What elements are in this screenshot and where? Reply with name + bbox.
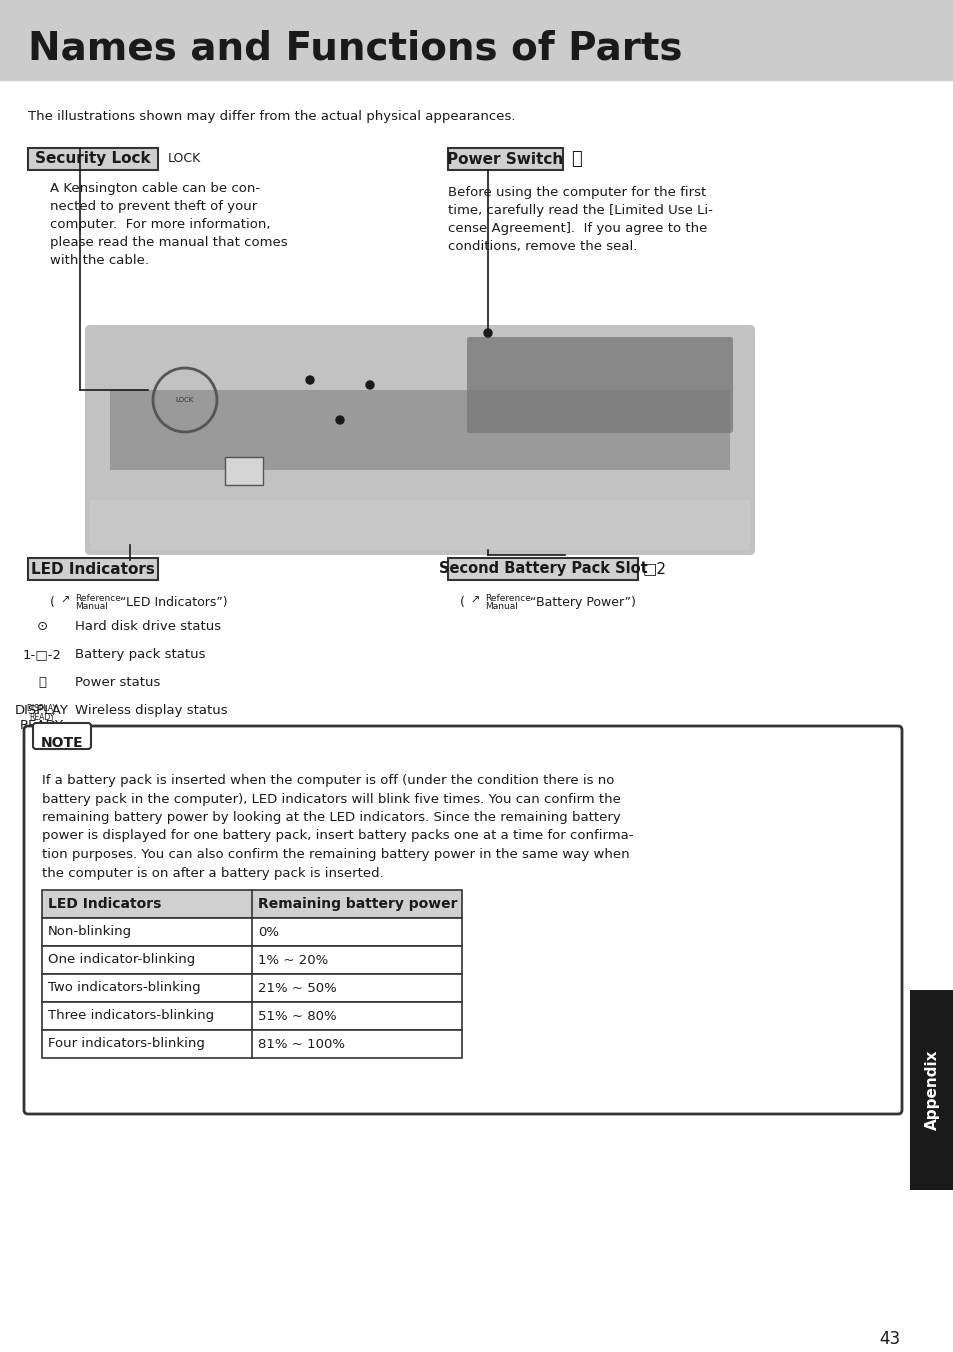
FancyBboxPatch shape	[28, 147, 158, 170]
Text: ⓘ: ⓘ	[38, 676, 46, 690]
Text: Security Lock: Security Lock	[35, 151, 151, 166]
Bar	[225, 457, 263, 485]
Circle shape	[366, 381, 374, 389]
Text: NOTE: NOTE	[41, 735, 83, 750]
Text: 1% ~ 20%: 1% ~ 20%	[257, 953, 328, 967]
Text: 81% ~ 100%: 81% ~ 100%	[257, 1037, 345, 1051]
Text: “LED Indicators”): “LED Indicators”)	[120, 596, 228, 608]
Text: Names and Functions of Parts: Names and Functions of Parts	[28, 28, 681, 68]
FancyBboxPatch shape	[28, 558, 158, 580]
Text: Second Battery Pack Slot: Second Battery Pack Slot	[438, 561, 647, 576]
Circle shape	[483, 329, 492, 337]
Text: Non-blinking: Non-blinking	[48, 926, 132, 938]
Circle shape	[335, 416, 344, 425]
Circle shape	[306, 376, 314, 384]
Text: LOCK: LOCK	[175, 397, 193, 403]
Text: “Battery Power”): “Battery Power”)	[530, 596, 636, 608]
Text: □2: □2	[642, 561, 666, 576]
Text: One indicator-blinking: One indicator-blinking	[48, 953, 195, 967]
Bar	[42, 1002, 461, 1030]
FancyBboxPatch shape	[33, 723, 91, 749]
Text: The illustrations shown may differ from the actual physical appearances.: The illustrations shown may differ from …	[28, 110, 515, 123]
Text: DISPLAY
READY: DISPLAY READY	[15, 704, 69, 731]
Text: DISPLAY: DISPLAY	[27, 704, 57, 713]
Text: Before using the computer for the first
time, carefully read the [Limited Use Li: Before using the computer for the first …	[448, 187, 712, 253]
Bar	[42, 890, 461, 918]
Text: ⊙: ⊙	[36, 621, 48, 633]
Bar	[0, 0, 953, 80]
Bar	[909, 990, 953, 1190]
Text: Four indicators-blinking: Four indicators-blinking	[48, 1037, 205, 1051]
Bar	[42, 1030, 461, 1059]
Text: Manual: Manual	[75, 602, 108, 611]
Text: Wireless display status: Wireless display status	[75, 704, 228, 717]
Text: If a battery pack is inserted when the computer is off (under the condition ther: If a battery pack is inserted when the c…	[42, 773, 633, 880]
FancyBboxPatch shape	[448, 147, 562, 170]
Bar	[42, 918, 461, 946]
Text: Appendix: Appendix	[923, 1049, 939, 1130]
FancyBboxPatch shape	[448, 558, 638, 580]
Text: 21% ~ 50%: 21% ~ 50%	[257, 982, 336, 995]
Text: Reference: Reference	[75, 594, 121, 603]
FancyBboxPatch shape	[24, 726, 901, 1114]
Text: LOCK: LOCK	[168, 153, 201, 165]
Text: Power status: Power status	[75, 676, 160, 690]
Text: (: (	[459, 596, 464, 608]
Text: 1-□-2: 1-□-2	[23, 648, 61, 661]
Text: Battery pack status: Battery pack status	[75, 648, 205, 661]
Text: Remaining battery power: Remaining battery power	[257, 896, 457, 911]
FancyBboxPatch shape	[85, 324, 754, 556]
Text: (: (	[50, 596, 55, 608]
Text: Manual: Manual	[484, 602, 517, 611]
Text: 0%: 0%	[257, 926, 278, 938]
Text: A Kensington cable can be con-
nected to prevent theft of your
computer.  For mo: A Kensington cable can be con- nected to…	[50, 183, 287, 266]
Text: 43: 43	[878, 1330, 899, 1348]
Text: READY: READY	[30, 713, 54, 722]
Bar	[42, 973, 461, 1002]
Text: ↗: ↗	[470, 596, 478, 606]
Text: Two indicators-blinking: Two indicators-blinking	[48, 982, 200, 995]
Text: Reference: Reference	[484, 594, 530, 603]
FancyBboxPatch shape	[467, 337, 732, 433]
FancyBboxPatch shape	[110, 389, 729, 470]
Text: LED Indicators: LED Indicators	[31, 561, 154, 576]
Text: ↗: ↗	[60, 596, 70, 606]
Text: Power Switch: Power Switch	[447, 151, 563, 166]
Bar	[42, 946, 461, 973]
Text: Three indicators-blinking: Three indicators-blinking	[48, 1010, 213, 1022]
Text: LED Indicators: LED Indicators	[48, 896, 161, 911]
Text: ⏻: ⏻	[571, 150, 581, 168]
Text: 51% ~ 80%: 51% ~ 80%	[257, 1010, 336, 1022]
FancyBboxPatch shape	[90, 500, 749, 550]
Text: Hard disk drive status: Hard disk drive status	[75, 621, 221, 633]
